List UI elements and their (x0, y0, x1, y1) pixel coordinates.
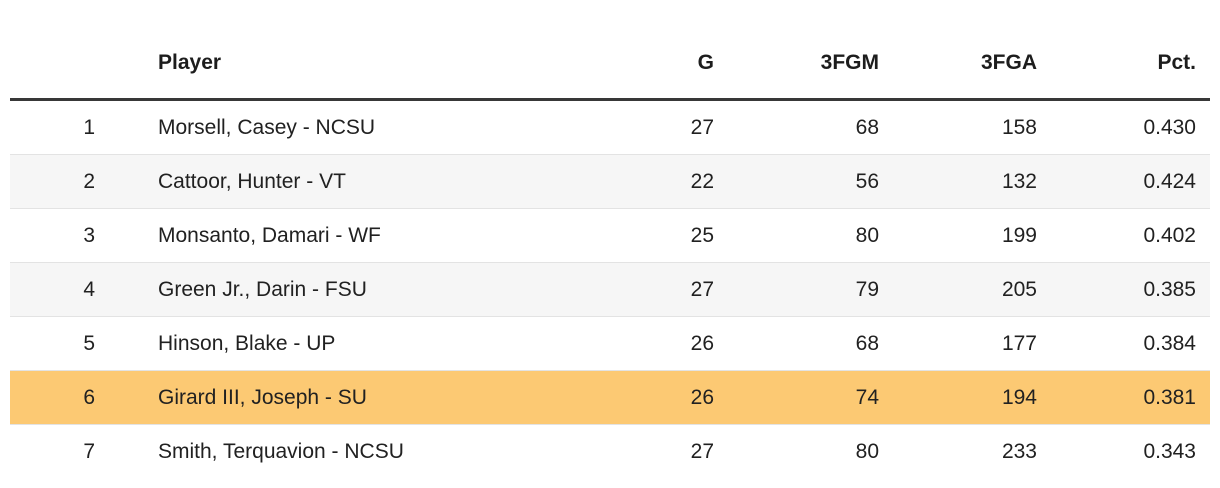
cell-3fgm: 68 (855, 115, 879, 139)
table-header: Player G 3FGM 3FGA Pct. (10, 28, 1210, 101)
cell-pct: 0.424 (1143, 169, 1196, 193)
table-body: 1 Morsell, Casey - NCSU 27 68 158 0.430 … (10, 100, 1210, 479)
cell-games: 27 (690, 277, 714, 301)
cell-games: 26 (690, 385, 714, 409)
stats-table: Player G 3FGM 3FGA Pct. 1 Morsell, Casey… (10, 28, 1210, 478)
cell-rank: 5 (83, 331, 95, 355)
cell-3fgm: 68 (855, 331, 879, 355)
cell-3fgm: 80 (855, 439, 879, 463)
cell-player: Monsanto, Damari - WF (158, 223, 381, 247)
cell-pct: 0.402 (1143, 223, 1196, 247)
table-row: 2 Cattoor, Hunter - VT 22 56 132 0.424 (10, 154, 1210, 209)
table-row: 4 Green Jr., Darin - FSU 27 79 205 0.385 (10, 262, 1210, 317)
cell-3fga: 177 (1001, 331, 1037, 355)
cell-3fga: 199 (1001, 223, 1037, 247)
table-row: 1 Morsell, Casey - NCSU 27 68 158 0.430 (10, 100, 1210, 155)
cell-pct: 0.381 (1143, 385, 1196, 409)
cell-rank: 2 (83, 169, 95, 193)
cell-player: Smith, Terquavion - NCSU (158, 439, 404, 463)
column-header-rank (10, 28, 110, 101)
cell-pct: 0.430 (1143, 115, 1196, 139)
cell-games: 26 (690, 331, 714, 355)
cell-pct: 0.385 (1143, 277, 1196, 301)
cell-pct: 0.343 (1143, 439, 1196, 463)
cell-player: Cattoor, Hunter - VT (158, 169, 346, 193)
cell-3fga: 158 (1001, 115, 1037, 139)
table-row: 7 Smith, Terquavion - NCSU 27 80 233 0.3… (10, 425, 1210, 479)
column-header-pct: Pct. (1037, 28, 1210, 101)
cell-rank: 3 (83, 223, 95, 247)
table-row: 5 Hinson, Blake - UP 26 68 177 0.384 (10, 317, 1210, 371)
cell-3fgm: 80 (855, 223, 879, 247)
cell-3fga: 132 (1001, 169, 1037, 193)
column-header-player: Player (110, 28, 510, 101)
cell-3fga: 194 (1001, 385, 1037, 409)
cell-rank: 4 (83, 277, 95, 301)
column-header-3fgm: 3FGM (714, 28, 879, 101)
cell-games: 22 (690, 169, 714, 193)
cell-3fgm: 79 (855, 277, 879, 301)
table-row: 3 Monsanto, Damari - WF 25 80 199 0.402 (10, 209, 1210, 263)
cell-pct: 0.384 (1143, 331, 1196, 355)
cell-3fga: 205 (1001, 277, 1037, 301)
cell-player: Hinson, Blake - UP (158, 331, 336, 355)
cell-games: 25 (690, 223, 714, 247)
header-row: Player G 3FGM 3FGA Pct. (10, 28, 1210, 101)
column-header-3fga: 3FGA (879, 28, 1037, 101)
cell-3fga: 233 (1001, 439, 1037, 463)
column-header-games: G (510, 28, 714, 101)
cell-rank: 1 (83, 115, 95, 139)
three-point-leaders-table-wrap: Player G 3FGM 3FGA Pct. 1 Morsell, Casey… (10, 28, 1210, 478)
cell-player: Girard III, Joseph - SU (158, 385, 367, 409)
cell-games: 27 (690, 115, 714, 139)
cell-player: Morsell, Casey - NCSU (158, 115, 376, 139)
cell-rank: 6 (83, 385, 95, 409)
cell-3fgm: 56 (855, 169, 879, 193)
cell-games: 27 (690, 439, 714, 463)
cell-player: Green Jr., Darin - FSU (158, 277, 367, 301)
table-row: 6 Girard III, Joseph - SU 26 74 194 0.38… (10, 370, 1210, 425)
cell-rank: 7 (83, 439, 95, 463)
cell-3fgm: 74 (855, 385, 879, 409)
